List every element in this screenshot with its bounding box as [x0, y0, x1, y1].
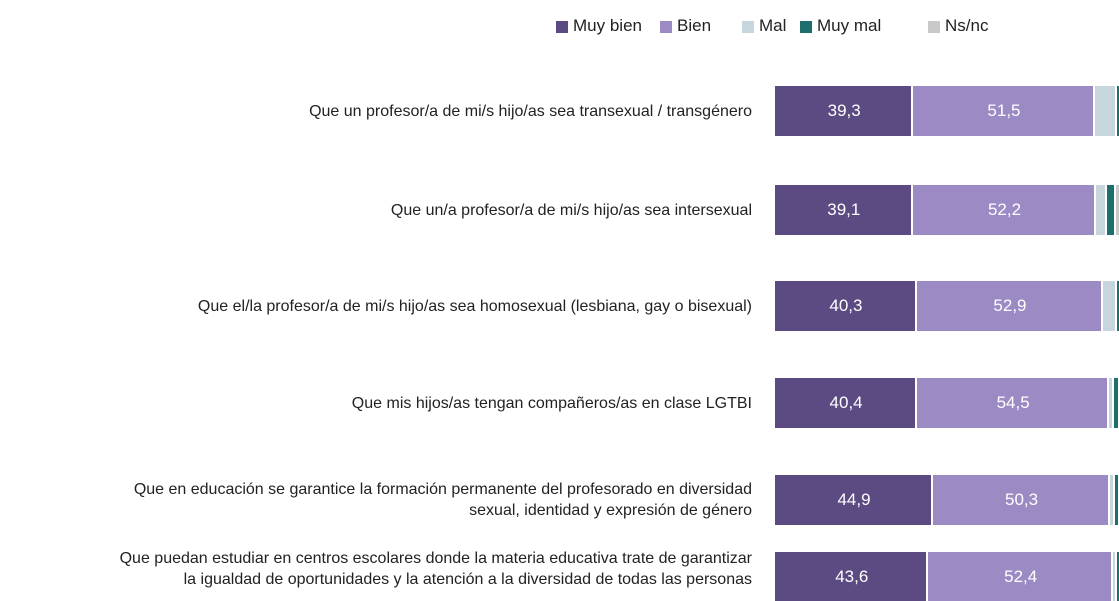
legend-label: Muy mal [817, 16, 882, 35]
legend-swatch [556, 21, 568, 33]
value-label: 44,9 [837, 490, 871, 509]
legend-label: Mal [759, 16, 787, 35]
category-label: Que mis hijos/as tengan compañeros/as en… [351, 394, 752, 412]
legend-swatch [928, 21, 940, 33]
bar-segment [775, 378, 918, 428]
category-label: Que un/a profesor/a de mi/s hijo/as sea … [390, 201, 752, 219]
value-label: 51,5 [987, 101, 1021, 120]
bar-segment [1114, 378, 1119, 428]
bar-segment [1115, 185, 1119, 235]
value-label: 40,4 [829, 393, 863, 412]
bar-segment [1115, 475, 1119, 525]
bar-segment [775, 475, 934, 525]
value-label: 40,3 [829, 296, 863, 315]
bar-segment [933, 475, 1111, 525]
value-label: 39,3 [827, 101, 861, 120]
legend-swatch [660, 21, 672, 33]
bar-segment [1112, 552, 1118, 601]
bar-segment [928, 552, 1113, 601]
bar-segment [775, 281, 917, 331]
bar-segment [1094, 86, 1118, 136]
bar-segment [1103, 281, 1118, 331]
value-label: 54,5 [996, 393, 1030, 412]
bar-segment [1117, 86, 1119, 136]
bar-segment [916, 281, 1104, 331]
bar-segment [1110, 475, 1116, 525]
bar-segment [1096, 185, 1107, 235]
legend-label: Ns/nc [945, 16, 989, 35]
bar-segment [1109, 378, 1115, 428]
bar-segment [775, 86, 914, 136]
legend-label: Bien [677, 16, 712, 35]
value-label: 52,9 [993, 296, 1027, 315]
bar-segment [775, 185, 913, 235]
legend-swatch [742, 21, 754, 33]
bar-segment [1106, 185, 1116, 235]
category-label: Que puedan estudiar en centros escolares… [119, 550, 752, 588]
legend-swatch [800, 21, 812, 33]
value-label: 39,1 [827, 200, 861, 219]
bar-segment [913, 86, 1095, 136]
bar-segment [912, 185, 1097, 235]
value-label: 50,3 [1005, 490, 1039, 509]
bar-segment [1117, 281, 1119, 331]
value-label: 52,2 [987, 200, 1022, 219]
category-label: Que en educación se garantice la formaci… [133, 481, 752, 519]
bar-segment [917, 378, 1110, 428]
value-label: 43,6 [835, 567, 869, 586]
legend-label: Muy bien [573, 16, 642, 35]
category-label: Que un profesor/a de mi/s hijo/as sea tr… [309, 102, 752, 120]
category-label: Que el/la profesor/a de mi/s hijo/as sea… [197, 297, 752, 315]
value-label: 52,4 [1004, 567, 1038, 586]
bar-segment [775, 552, 929, 601]
